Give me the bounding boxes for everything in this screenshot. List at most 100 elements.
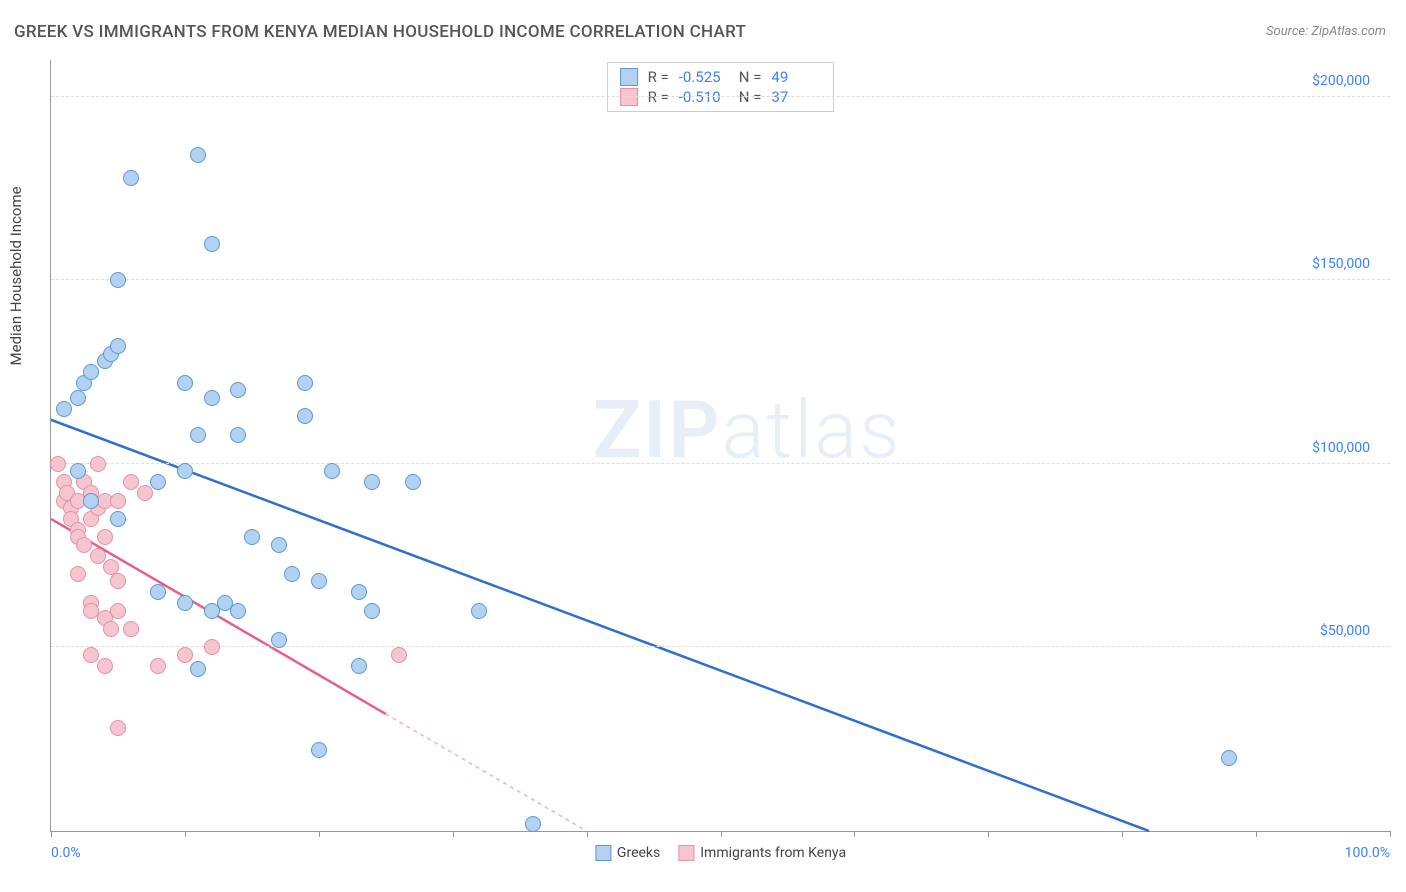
scatter-point xyxy=(123,474,139,490)
scatter-point xyxy=(110,272,126,288)
scatter-point xyxy=(190,427,206,443)
scatter-point xyxy=(83,364,99,380)
r-label: R = xyxy=(648,88,669,106)
regression-layer xyxy=(51,60,1390,831)
x-tick xyxy=(1122,831,1123,837)
legend-swatch xyxy=(620,68,638,86)
scatter-point xyxy=(83,647,99,663)
y-tick-label: $50,000 xyxy=(1320,623,1370,639)
x-axis-max-label: 100.0% xyxy=(1345,845,1390,861)
x-tick xyxy=(587,831,588,837)
scatter-point xyxy=(137,485,153,501)
r-value: -0.510 xyxy=(679,88,729,106)
scatter-point xyxy=(297,408,313,424)
legend-item: Greeks xyxy=(595,845,660,861)
x-axis-min-label: 0.0% xyxy=(51,845,81,861)
stats-row: R = -0.510 N = 37 xyxy=(620,87,822,107)
legend-label: Immigrants from Kenya xyxy=(700,845,846,861)
gridline xyxy=(51,279,1390,280)
scatter-point xyxy=(76,537,92,553)
scatter-point xyxy=(90,548,106,564)
scatter-point xyxy=(150,658,166,674)
x-tick xyxy=(1256,831,1257,837)
scatter-point xyxy=(244,529,260,545)
scatter-point xyxy=(177,595,193,611)
scatter-point xyxy=(364,603,380,619)
scatter-point xyxy=(50,456,66,472)
r-label: R = xyxy=(648,68,669,86)
scatter-point xyxy=(56,401,72,417)
scatter-point xyxy=(311,742,327,758)
plot-area: ZIPatlas Median Household Income R =-0.5… xyxy=(50,60,1390,832)
scatter-point xyxy=(110,603,126,619)
x-tick xyxy=(319,831,320,837)
scatter-point xyxy=(90,456,106,472)
scatter-point xyxy=(351,658,367,674)
scatter-point xyxy=(525,816,541,832)
scatter-point xyxy=(271,537,287,553)
scatter-point xyxy=(230,603,246,619)
scatter-point xyxy=(177,463,193,479)
y-tick-label: $100,000 xyxy=(1312,440,1370,456)
scatter-point xyxy=(110,338,126,354)
scatter-point xyxy=(230,427,246,443)
scatter-point xyxy=(70,566,86,582)
r-value: -0.525 xyxy=(679,68,729,86)
scatter-point xyxy=(123,170,139,186)
scatter-point xyxy=(110,511,126,527)
x-tick xyxy=(721,831,722,837)
scatter-point xyxy=(405,474,421,490)
stats-box: R = -0.525 N = 49 R = -0.510 N = 37 xyxy=(607,62,835,112)
scatter-point xyxy=(284,566,300,582)
chart-title: GREEK VS IMMIGRANTS FROM KENYA MEDIAN HO… xyxy=(14,22,746,42)
legend-item: Immigrants from Kenya xyxy=(678,845,846,861)
x-tick xyxy=(453,831,454,837)
scatter-point xyxy=(204,639,220,655)
y-tick-label: $150,000 xyxy=(1312,256,1370,272)
n-value: 49 xyxy=(771,68,821,86)
x-tick xyxy=(1390,831,1391,837)
scatter-point xyxy=(110,493,126,509)
x-tick xyxy=(185,831,186,837)
scatter-point xyxy=(97,658,113,674)
scatter-point xyxy=(204,390,220,406)
legend-swatch xyxy=(678,845,694,861)
bottom-legend: Greeks Immigrants from Kenya xyxy=(595,845,846,861)
n-label: N = xyxy=(739,88,762,106)
chart-container: GREEK VS IMMIGRANTS FROM KENYA MEDIAN HO… xyxy=(0,0,1406,892)
scatter-point xyxy=(70,390,86,406)
x-tick xyxy=(854,831,855,837)
scatter-point xyxy=(103,559,119,575)
gridline xyxy=(51,463,1390,464)
gridline xyxy=(51,96,1390,97)
x-tick xyxy=(988,831,989,837)
legend-swatch xyxy=(595,845,611,861)
legend-label: Greeks xyxy=(617,845,660,861)
scatter-point xyxy=(351,584,367,600)
scatter-point xyxy=(271,632,287,648)
scatter-point xyxy=(177,647,193,663)
scatter-point xyxy=(123,621,139,637)
scatter-point xyxy=(97,529,113,545)
n-value: 37 xyxy=(771,88,821,106)
scatter-point xyxy=(70,463,86,479)
legend-swatch xyxy=(620,88,638,106)
x-tick xyxy=(51,831,52,837)
scatter-point xyxy=(297,375,313,391)
scatter-point xyxy=(190,661,206,677)
gridline xyxy=(51,646,1390,647)
scatter-point xyxy=(391,647,407,663)
scatter-point xyxy=(204,236,220,252)
scatter-point xyxy=(230,382,246,398)
y-tick-label: $200,000 xyxy=(1312,73,1370,89)
scatter-point xyxy=(364,474,380,490)
scatter-point xyxy=(471,603,487,619)
scatter-point xyxy=(177,375,193,391)
scatter-point xyxy=(324,463,340,479)
scatter-point xyxy=(150,584,166,600)
scatter-point xyxy=(83,493,99,509)
stats-row: R = -0.525 N = 49 xyxy=(620,67,822,87)
scatter-point xyxy=(103,621,119,637)
n-label: N = xyxy=(739,68,762,86)
scatter-point xyxy=(110,573,126,589)
